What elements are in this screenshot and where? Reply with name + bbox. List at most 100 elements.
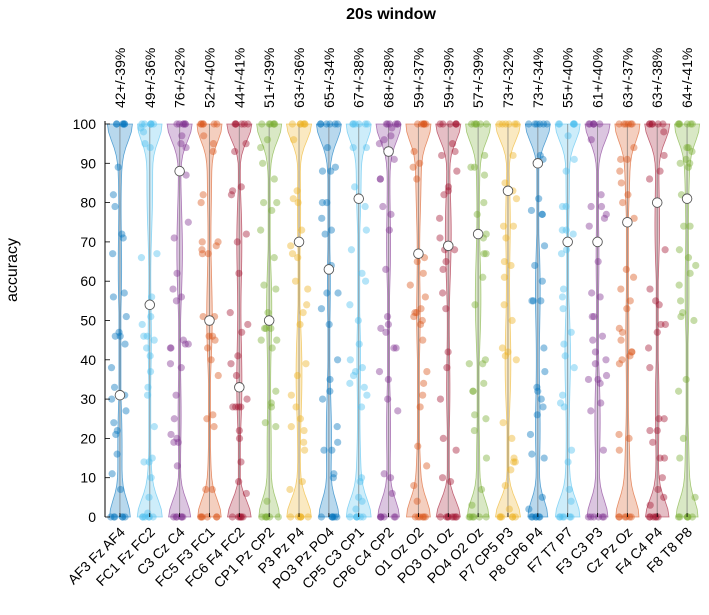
median-marker — [353, 193, 364, 204]
data-point — [543, 120, 551, 128]
data-point — [587, 136, 595, 144]
data-point — [394, 120, 402, 128]
data-point — [121, 340, 129, 348]
data-point — [270, 175, 278, 183]
data-point — [496, 513, 504, 521]
data-point — [149, 513, 157, 521]
data-point — [326, 375, 334, 384]
data-point — [560, 403, 568, 411]
data-point — [417, 305, 425, 313]
violins-layer — [106, 120, 701, 521]
data-point — [181, 120, 189, 128]
data-point — [602, 356, 610, 364]
data-point — [468, 513, 477, 521]
data-point — [590, 120, 598, 128]
data-point — [115, 328, 123, 336]
data-point — [384, 320, 393, 329]
median-marker — [413, 248, 424, 259]
median-marker — [622, 216, 633, 228]
data-point — [585, 120, 593, 128]
data-point — [555, 513, 564, 521]
data-point — [585, 222, 593, 230]
data-point — [237, 513, 245, 521]
data-point — [150, 423, 158, 431]
data-point — [179, 513, 187, 521]
data-point — [555, 120, 564, 128]
violin-3 — [166, 120, 193, 521]
data-point — [645, 513, 654, 521]
data-point — [615, 430, 623, 439]
data-point — [210, 423, 218, 431]
data-point — [622, 265, 630, 274]
data-point — [262, 513, 271, 521]
data-point — [349, 371, 358, 380]
median-marker — [323, 264, 335, 275]
data-point — [416, 403, 424, 411]
data-point — [646, 120, 654, 128]
data-point — [200, 132, 208, 140]
data-point — [177, 140, 185, 148]
data-point — [623, 305, 631, 313]
data-point — [239, 513, 247, 521]
data-point — [688, 513, 696, 521]
data-point — [646, 513, 654, 521]
data-point — [138, 320, 146, 329]
data-point — [598, 332, 607, 340]
data-point — [296, 120, 304, 128]
data-point — [122, 407, 130, 415]
data-point — [358, 269, 366, 277]
violin-15 — [524, 120, 551, 521]
data-point — [676, 159, 684, 167]
data-point — [139, 513, 147, 521]
median-marker — [443, 240, 454, 252]
data-point — [385, 226, 393, 234]
data-point — [357, 474, 366, 482]
data-point — [436, 513, 445, 521]
data-point — [660, 415, 668, 423]
data-point — [587, 202, 595, 211]
data-point — [141, 140, 149, 148]
data-point — [244, 320, 252, 329]
data-point — [198, 513, 206, 521]
data-point — [652, 297, 660, 305]
data-point — [286, 513, 295, 521]
data-point — [512, 195, 521, 203]
data-point — [617, 285, 625, 293]
median-marker — [204, 315, 215, 326]
data-point — [660, 128, 668, 136]
accuracy-annotation: 63+/-38% — [649, 48, 665, 108]
data-point — [300, 438, 308, 446]
data-point — [229, 403, 237, 411]
data-point — [207, 356, 215, 364]
accuracy-annotation: 64+/-41% — [679, 48, 695, 108]
data-point — [181, 340, 189, 348]
data-point — [682, 155, 690, 163]
data-point — [173, 269, 181, 277]
data-point — [444, 187, 452, 195]
data-point — [590, 312, 598, 321]
data-point — [138, 120, 146, 128]
data-point — [184, 340, 192, 348]
data-point — [567, 513, 575, 521]
data-point — [112, 430, 120, 439]
data-point — [442, 305, 450, 313]
data-point — [439, 265, 447, 274]
data-point — [419, 391, 427, 399]
accuracy-annotation: 49+/-36% — [142, 48, 158, 108]
data-point — [501, 352, 509, 360]
data-point — [436, 214, 444, 222]
data-point — [410, 481, 418, 490]
data-point — [116, 332, 124, 340]
data-point — [683, 143, 691, 152]
data-point — [479, 273, 487, 281]
data-point — [498, 344, 507, 352]
data-point — [120, 289, 128, 297]
data-point — [416, 320, 425, 329]
data-point — [622, 513, 630, 521]
data-point — [414, 120, 422, 128]
data-point — [117, 485, 125, 494]
data-point — [267, 399, 275, 407]
data-point — [320, 446, 328, 454]
data-point — [501, 481, 509, 490]
data-point — [204, 250, 212, 258]
